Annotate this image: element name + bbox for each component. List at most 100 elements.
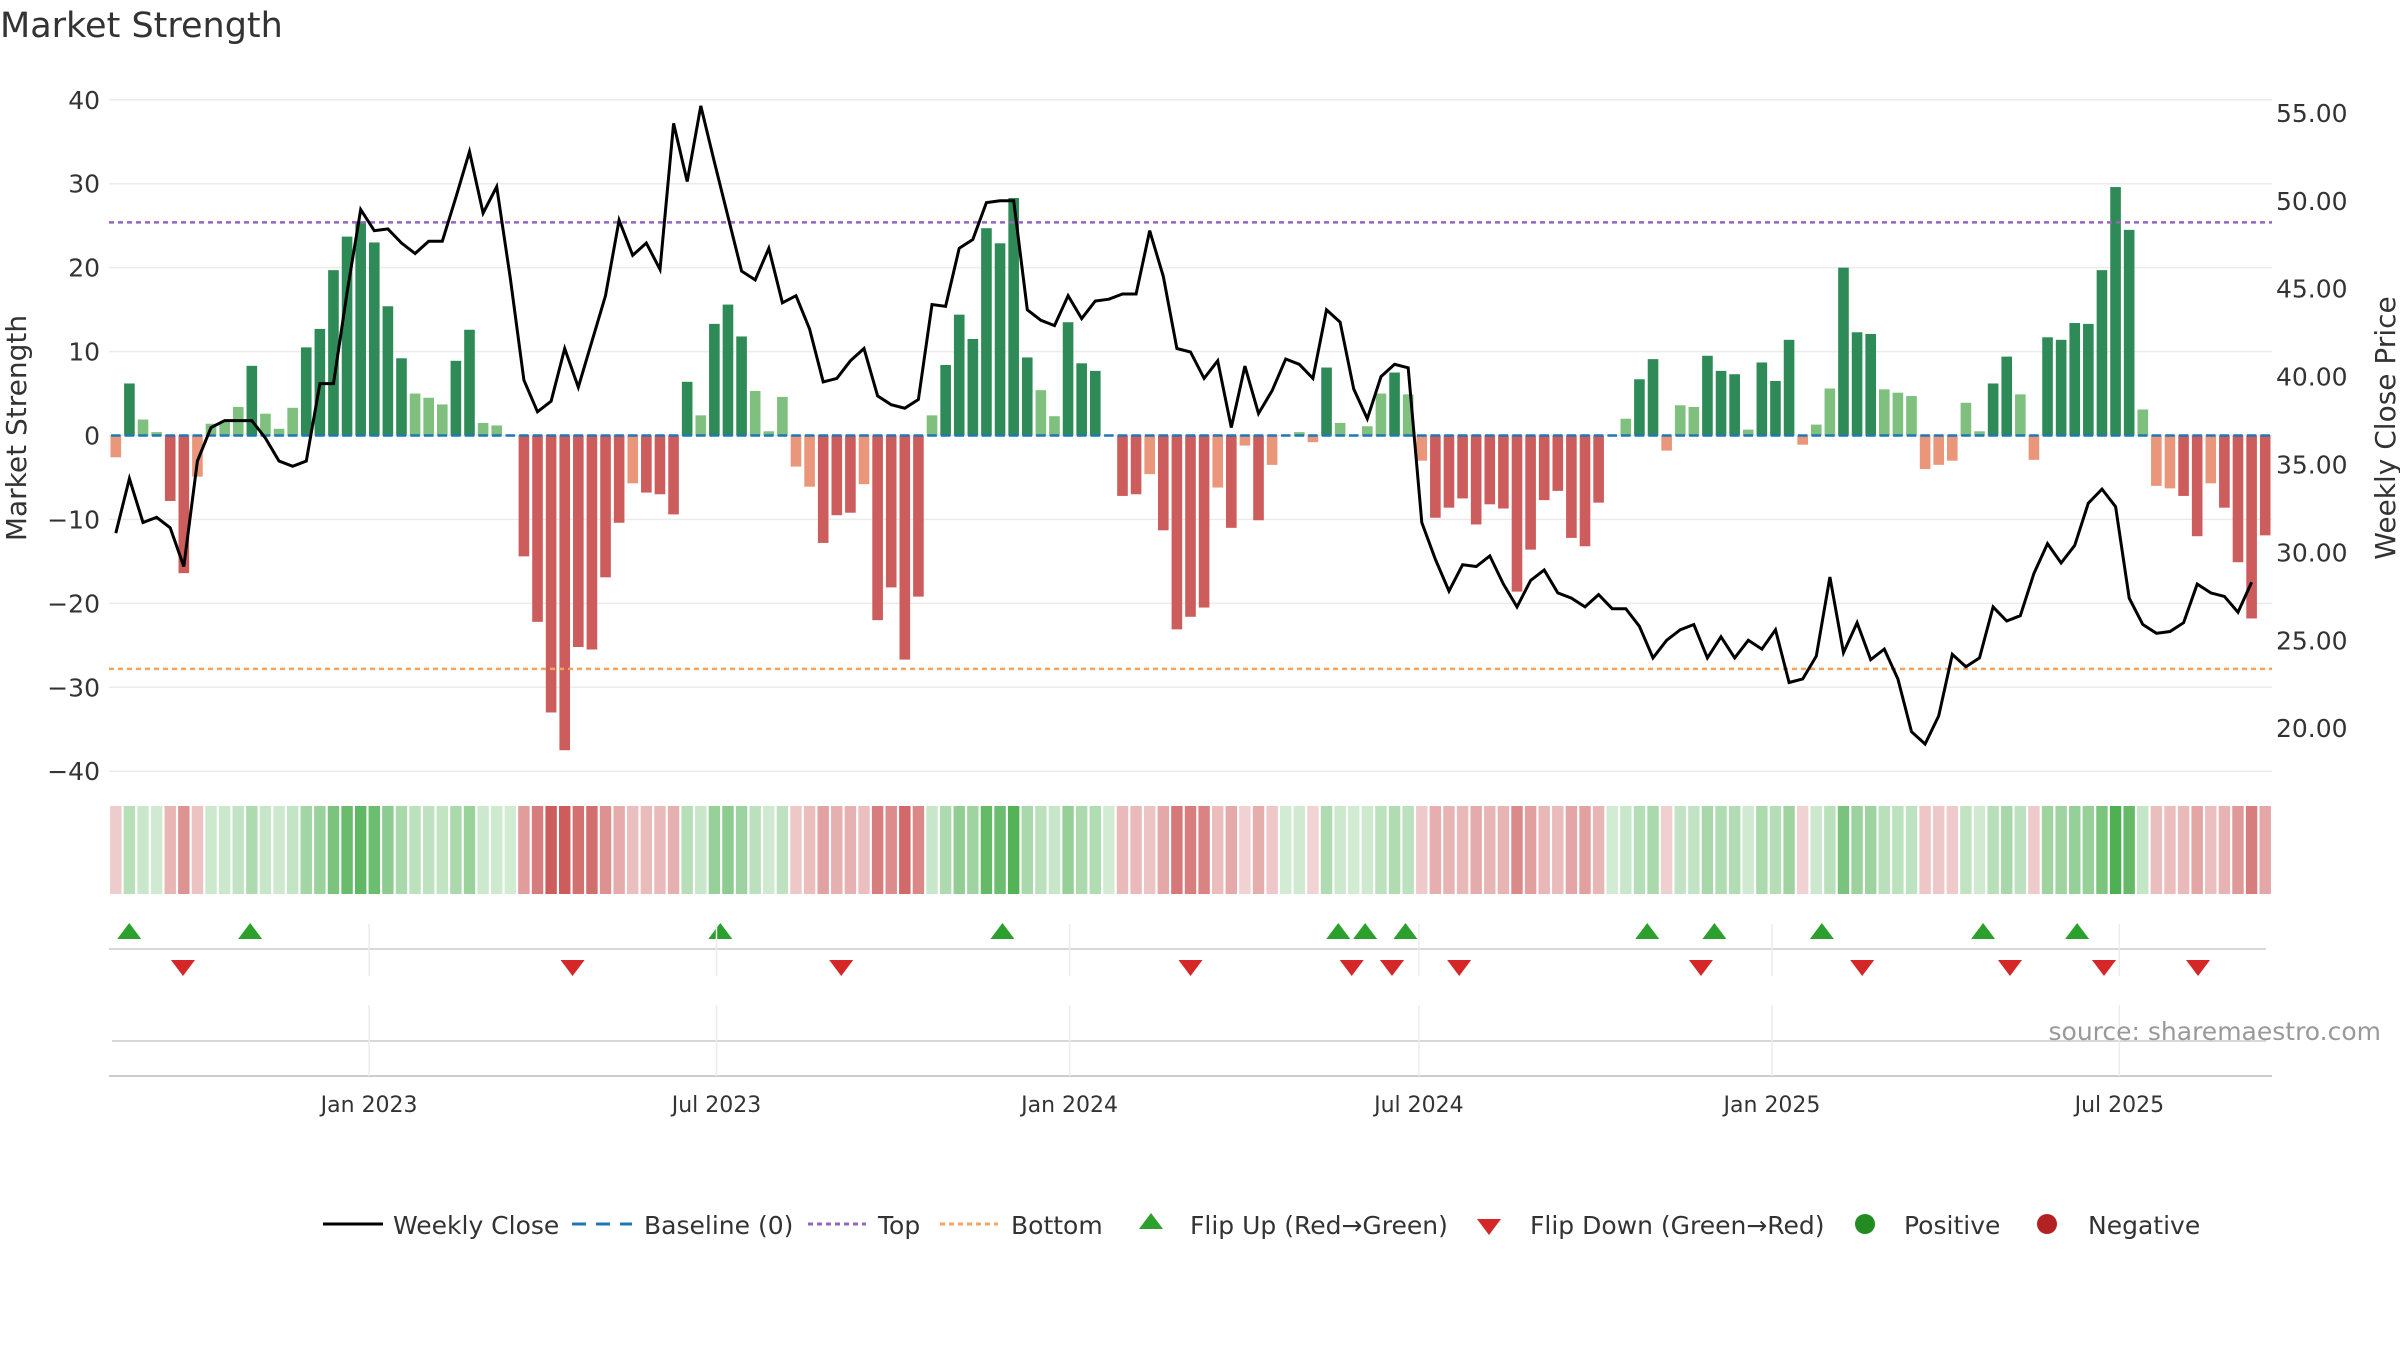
strength-bar [1157,435,1169,531]
chart-title: Market Strength [0,6,283,46]
heat-cell [1905,806,1918,894]
strength-bar [722,304,734,436]
heat-cell [572,806,585,894]
flip-up-marker [1635,923,1660,939]
left-tick-label: 20 [68,254,100,283]
flip-up-marker [990,923,1015,939]
strength-bar [2151,435,2162,486]
x-axis-ticks: Jan 2023 Jul 2023 Jan 2024 Jul 2024 Jan 2025… [319,924,2164,1118]
legend-flip-up-marker [1139,1213,1163,1229]
heat-cell [844,806,857,894]
strength-bar [627,435,639,484]
heat-cell [1402,806,1414,894]
heat-cell [1878,806,1891,894]
heat-cell [1157,806,1170,894]
strength-bar [1865,333,1876,436]
legend-top-label: Top [877,1211,920,1240]
strength-bar [1130,435,1142,495]
heat-cell [613,806,625,894]
heat-cell [1769,806,1782,894]
heat-cell [1280,806,1292,894]
strength-bar [1593,435,1604,503]
flip-down-marker [1380,960,1405,976]
heat-cell [2245,806,2258,894]
right-axis-label: Weekly Close Price [2369,296,2400,559]
strength-bar [1089,370,1101,436]
heat-cell [2191,806,2203,894]
strength-bar [1171,435,1183,630]
heat-cell [164,806,176,894]
strength-bar [477,422,489,436]
left-tick-label: 10 [68,338,100,367]
strength-bar [2164,435,2176,489]
x-tick-label: Jul 2025 [2073,1093,2165,1118]
strength-heat-strip [110,806,2271,894]
heat-cell [2041,806,2054,894]
legend-bottom-label: Bottom [1011,1211,1103,1240]
flip-up-marker [1809,923,1834,939]
heat-cell [1416,806,1428,894]
strength-bar [518,435,530,557]
heat-cell [2123,806,2135,894]
heat-cell [899,806,911,894]
strength-bar [1906,396,1917,436]
strength-bar [1389,372,1400,436]
heat-cell [1429,806,1442,894]
heat-cell [1388,806,1401,894]
heat-cell [1620,806,1632,894]
strength-bar [287,407,298,436]
strength-bar [436,404,448,436]
legend-flip-up-label: Flip Up (Red→Green) [1190,1211,1448,1240]
heat-cell [1796,806,1809,894]
heat-cell [1075,806,1088,894]
heat-cell [1701,806,1714,894]
heat-cell [953,806,965,894]
strength-bar [2205,435,2217,484]
source-note: source: sharemaestro.com [2049,1017,2382,1046]
heat-cell [1783,806,1795,894]
strength-bar [1851,332,1863,436]
strength-bar [790,435,802,467]
strength-bar [1294,432,1305,436]
flip-up-marker [2065,923,2090,939]
strength-bar [872,435,883,621]
strength-bar [749,391,761,436]
heat-cell [1007,806,1020,894]
heat-cell [1552,806,1564,894]
heat-cell [1320,806,1333,894]
strength-bar [763,431,775,436]
heat-cell [1225,806,1238,894]
heat-cell [858,806,870,894]
strength-bar [1511,435,1523,592]
flip-up-marker [708,923,733,939]
strength-bar [341,236,353,436]
strength-bar [2069,323,2081,436]
heat-cell [531,806,544,894]
strength-bar [1402,394,1414,436]
heat-cell [1824,806,1836,894]
heat-cell [1987,806,1999,894]
strength-bar [382,306,394,436]
left-tick-label: −20 [47,589,100,618]
strength-bar [219,422,230,436]
heat-cell [2150,806,2163,894]
heat-cell [477,806,489,894]
flip-down-marker [170,960,195,976]
right-axis-ticks: 55.00 50.00 45.00 40.00 35.00 30.00 25.00 20.00 [2276,99,2348,743]
heat-cell [1524,806,1537,894]
heat-cell [1960,806,1972,894]
heat-cell [2096,806,2108,894]
strength-bars [110,187,2271,751]
strength-bar [1783,339,1795,436]
strength-bar [2123,229,2135,436]
right-tick-label: 40.00 [2276,363,2348,392]
heat-cell [980,806,993,894]
right-tick-label: 30.00 [2276,538,2348,567]
strength-bar [1892,392,1904,436]
strength-bar [1198,435,1210,608]
strength-bar [1770,380,1781,436]
strength-bar [355,221,366,436]
strength-bar [2015,394,2026,436]
heat-cell [1864,806,1877,894]
strength-bar [1035,390,1047,436]
